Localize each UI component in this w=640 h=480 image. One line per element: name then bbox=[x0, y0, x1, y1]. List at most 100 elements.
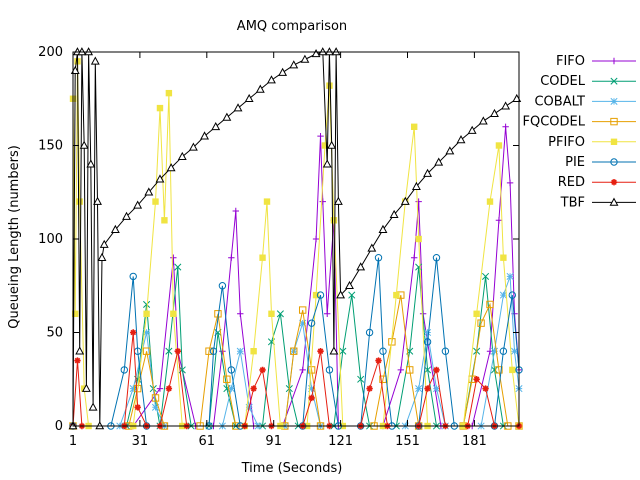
data-point-tbf bbox=[311, 49, 321, 58]
data-point-tbf bbox=[289, 60, 299, 69]
data-point-red bbox=[424, 385, 431, 392]
x-tick-label: 31 bbox=[132, 434, 149, 449]
data-point-red bbox=[130, 329, 137, 336]
data-point-tbf bbox=[99, 239, 109, 248]
series-tbf bbox=[68, 47, 522, 430]
y-tick-label: 100 bbox=[38, 232, 63, 247]
data-point-pie bbox=[365, 328, 374, 337]
data-point-fqcodel bbox=[495, 366, 503, 374]
data-point-fqcodel bbox=[223, 375, 231, 383]
data-point-codel bbox=[357, 375, 365, 383]
axes-layer: 0 50 100 150 200 1 31 61 91 121 151 181 bbox=[38, 45, 520, 449]
data-point-tbf bbox=[329, 346, 339, 355]
legend-item-fqcodel: FQCODEL bbox=[523, 115, 636, 130]
data-point-fqcodel bbox=[142, 347, 151, 355]
data-point-pfifo bbox=[76, 198, 83, 205]
data-point-pfifo bbox=[330, 217, 338, 224]
data-point-red bbox=[375, 357, 382, 364]
data-point-cobalt bbox=[308, 385, 316, 393]
series-line-red bbox=[72, 332, 519, 427]
data-point-red bbox=[366, 385, 373, 392]
data-point-fqcodel bbox=[298, 306, 307, 314]
data-point-tbf bbox=[110, 224, 120, 233]
data-point-pie bbox=[374, 254, 383, 262]
data-point-tbf bbox=[88, 402, 98, 411]
y-tick-label: 150 bbox=[38, 139, 63, 154]
data-point-codel bbox=[276, 310, 284, 318]
data-point-tbf bbox=[144, 187, 154, 196]
data-point-codel bbox=[415, 263, 423, 271]
legend-item-red: RED bbox=[558, 175, 636, 190]
legend-item-codel: CODEL bbox=[540, 74, 636, 89]
data-point-tbf bbox=[356, 262, 366, 271]
data-point-cobalt bbox=[432, 385, 441, 393]
data-point-pfifo bbox=[259, 254, 266, 261]
data-point-codel bbox=[481, 272, 490, 280]
data-point-pfifo bbox=[410, 123, 418, 130]
data-point-pie bbox=[218, 282, 227, 290]
series-line-fqcodel bbox=[73, 295, 519, 427]
data-point-fifo bbox=[312, 235, 320, 243]
data-point-pfifo bbox=[509, 366, 516, 374]
data-point-red bbox=[74, 357, 81, 364]
legend-marker-fqcodel bbox=[610, 117, 618, 126]
data-point-tbf bbox=[75, 346, 85, 355]
data-point-tbf bbox=[177, 151, 187, 161]
data-point-pie bbox=[508, 291, 517, 299]
data-point-tbf bbox=[81, 383, 91, 392]
data-point-fqcodel bbox=[205, 347, 213, 355]
data-point-pfifo bbox=[500, 254, 507, 261]
data-point-cobalt bbox=[510, 347, 519, 355]
data-point-tbf bbox=[411, 181, 421, 190]
data-point-pie bbox=[120, 366, 128, 374]
data-point-pie bbox=[307, 319, 316, 327]
data-point-fifo bbox=[410, 254, 418, 261]
data-point-tbf bbox=[133, 200, 143, 209]
data-point-tbf bbox=[445, 146, 455, 155]
data-point-cobalt bbox=[506, 272, 514, 280]
data-point-tbf bbox=[255, 84, 265, 93]
data-point-tbf bbox=[456, 135, 466, 144]
data-point-tbf bbox=[97, 252, 107, 261]
data-point-pfifo bbox=[326, 82, 333, 89]
legend-label-fifo: FIFO bbox=[556, 54, 585, 69]
data-point-pfifo bbox=[486, 198, 494, 205]
series-fifo bbox=[69, 123, 523, 430]
data-point-pfifo bbox=[268, 310, 275, 317]
data-point-fifo bbox=[506, 179, 514, 187]
data-point-fifo bbox=[228, 254, 235, 261]
data-point-tbf bbox=[188, 142, 198, 151]
data-point-red bbox=[250, 385, 257, 392]
legend: FIFO CODEL COBALT FQCODEL PFIFO PIE RED TBF bbox=[523, 54, 636, 210]
data-point-tbf bbox=[389, 209, 399, 218]
data-point-codel bbox=[348, 291, 356, 299]
chart-title: AMQ comparison bbox=[237, 19, 347, 34]
series-line-codel bbox=[73, 267, 519, 427]
data-point-red bbox=[473, 376, 480, 383]
legend-item-pie: PIE bbox=[565, 155, 636, 170]
legend-marker-pfifo bbox=[610, 138, 618, 145]
legend-label-cobalt: COBALT bbox=[534, 94, 585, 109]
data-point-tbf bbox=[79, 140, 89, 149]
legend-marker-cobalt bbox=[610, 97, 618, 105]
x-tick-label: 91 bbox=[265, 434, 282, 449]
data-point-red bbox=[317, 348, 324, 355]
data-point-tbf bbox=[467, 125, 477, 134]
data-point-fifo bbox=[170, 254, 177, 261]
data-point-tbf bbox=[166, 163, 176, 172]
data-point-pie bbox=[316, 291, 325, 299]
data-point-cobalt bbox=[227, 385, 235, 393]
legend-item-pfifo: PFIFO bbox=[548, 135, 636, 150]
legend-marker-codel bbox=[610, 77, 618, 85]
data-point-fifo bbox=[317, 132, 324, 140]
data-point-tbf bbox=[222, 112, 232, 121]
data-point-tbf bbox=[336, 290, 346, 299]
data-point-pie bbox=[227, 366, 236, 374]
data-point-fqcodel bbox=[290, 347, 298, 355]
data-point-cobalt bbox=[415, 385, 423, 393]
data-point-pie bbox=[423, 338, 432, 346]
x-tick-label: 61 bbox=[199, 434, 216, 449]
data-point-pfifo bbox=[415, 235, 422, 243]
data-point-red bbox=[433, 366, 440, 374]
data-point-tbf bbox=[300, 54, 310, 63]
